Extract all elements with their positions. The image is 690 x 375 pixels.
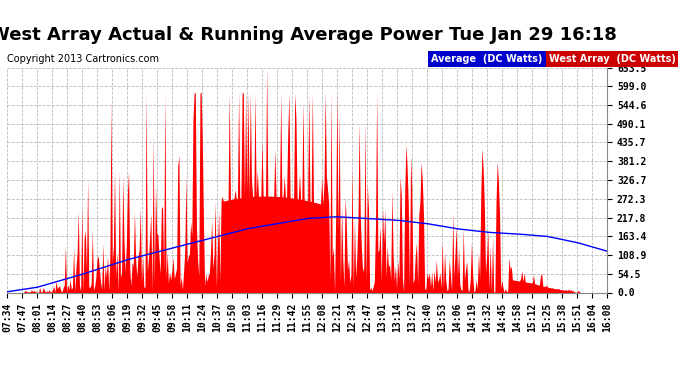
Text: West Array  (DC Watts): West Array (DC Watts) <box>549 54 676 64</box>
Text: Copyright 2013 Cartronics.com: Copyright 2013 Cartronics.com <box>7 54 159 64</box>
Text: West Array Actual & Running Average Power Tue Jan 29 16:18: West Array Actual & Running Average Powe… <box>0 26 617 44</box>
Text: Average  (DC Watts): Average (DC Watts) <box>431 54 542 64</box>
